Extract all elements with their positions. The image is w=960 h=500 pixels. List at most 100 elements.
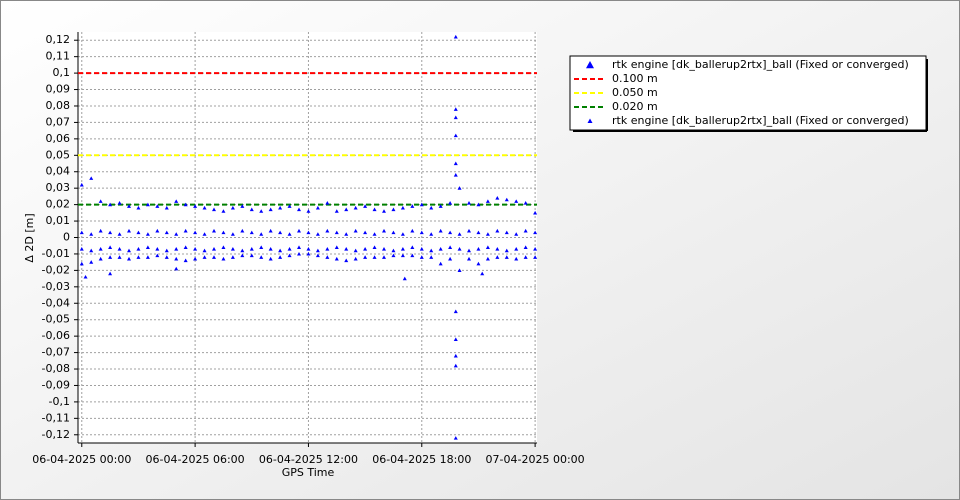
data-point bbox=[363, 255, 368, 259]
data-point bbox=[287, 204, 292, 208]
data-point bbox=[136, 230, 141, 235]
data-point bbox=[448, 245, 453, 249]
data-point bbox=[504, 255, 509, 259]
data-point bbox=[476, 247, 481, 251]
y-tick-label: -0,05 bbox=[42, 313, 70, 326]
data-point bbox=[382, 228, 386, 233]
data-point bbox=[523, 255, 528, 259]
data-point bbox=[145, 245, 150, 249]
data-point bbox=[400, 247, 405, 251]
data-point bbox=[504, 230, 509, 235]
x-axis-label: GPS Time bbox=[282, 466, 335, 479]
data-point bbox=[410, 253, 415, 258]
data-point bbox=[259, 232, 264, 236]
legend-marker bbox=[586, 61, 594, 69]
data-point bbox=[268, 228, 273, 233]
data-point bbox=[353, 248, 358, 253]
data-point bbox=[89, 260, 94, 264]
data-point bbox=[297, 207, 301, 212]
data-point bbox=[514, 199, 519, 203]
data-point bbox=[230, 232, 235, 236]
data-point bbox=[127, 228, 131, 233]
data-point bbox=[240, 204, 245, 208]
data-point bbox=[240, 253, 245, 258]
data-point bbox=[287, 253, 292, 258]
data-point bbox=[453, 34, 458, 39]
data-point bbox=[315, 205, 320, 210]
data-point bbox=[268, 207, 273, 212]
data-point bbox=[259, 255, 264, 259]
data-point bbox=[476, 230, 481, 235]
data-point bbox=[174, 232, 179, 236]
data-point bbox=[382, 247, 386, 251]
data-point bbox=[533, 210, 538, 215]
data-point bbox=[523, 228, 528, 233]
data-point bbox=[249, 253, 254, 258]
data-point bbox=[202, 248, 207, 253]
data-point bbox=[79, 230, 84, 235]
data-point bbox=[325, 247, 330, 251]
data-point bbox=[485, 232, 490, 236]
data-point bbox=[344, 232, 349, 236]
data-point bbox=[480, 271, 485, 276]
y-tick-label: -0,06 bbox=[42, 329, 70, 342]
data-point bbox=[155, 228, 160, 233]
data-point bbox=[485, 245, 490, 249]
data-point bbox=[382, 255, 386, 259]
data-point bbox=[98, 247, 103, 251]
x-tick-label: 06-04-2025 06:00 bbox=[146, 453, 245, 466]
data-point bbox=[79, 261, 84, 266]
data-point bbox=[297, 251, 301, 256]
data-point bbox=[202, 205, 207, 210]
data-point bbox=[98, 256, 103, 261]
legend-marker bbox=[587, 118, 593, 123]
data-point bbox=[79, 182, 84, 187]
y-tick-label: 0,08 bbox=[46, 99, 71, 112]
data-point bbox=[145, 202, 150, 207]
data-point bbox=[523, 245, 528, 249]
y-tick-label: -0,01 bbox=[42, 247, 70, 260]
data-point bbox=[438, 261, 443, 266]
data-point bbox=[410, 228, 415, 233]
data-point bbox=[372, 255, 377, 259]
data-point bbox=[504, 248, 509, 253]
y-tick-label: 0,06 bbox=[46, 132, 71, 145]
data-point bbox=[259, 245, 264, 249]
data-point bbox=[117, 255, 122, 259]
data-point bbox=[202, 232, 207, 236]
data-point bbox=[174, 266, 179, 271]
legend-label: rtk engine [dk_ballerup2rtx]_ball (Fixed… bbox=[612, 114, 909, 127]
data-point bbox=[136, 205, 141, 210]
data-point bbox=[155, 247, 160, 251]
data-point bbox=[429, 255, 434, 259]
data-point bbox=[467, 228, 471, 233]
data-point bbox=[164, 230, 169, 235]
data-point bbox=[453, 115, 458, 120]
data-point bbox=[183, 202, 188, 207]
y-tick-label: 0,09 bbox=[46, 83, 71, 96]
data-point bbox=[453, 309, 458, 314]
legend-label: 0.020 m bbox=[612, 100, 658, 113]
data-point bbox=[306, 247, 311, 251]
data-point bbox=[108, 271, 113, 276]
data-point bbox=[476, 202, 481, 207]
data-point bbox=[89, 176, 94, 180]
data-point bbox=[127, 204, 131, 208]
data-point bbox=[164, 205, 169, 210]
data-point bbox=[523, 200, 528, 205]
data-point bbox=[183, 245, 188, 249]
data-point bbox=[145, 255, 150, 259]
y-tick-label: 0,04 bbox=[46, 165, 71, 178]
data-point bbox=[89, 248, 94, 253]
data-point bbox=[402, 276, 407, 281]
data-point bbox=[315, 248, 320, 253]
legend-label: 0.100 m bbox=[612, 72, 658, 85]
legend-label: rtk engine [dk_ballerup2rtx]_ball (Fixed… bbox=[612, 58, 909, 71]
data-point bbox=[221, 245, 226, 249]
data-point bbox=[98, 199, 103, 203]
data-point bbox=[334, 256, 339, 261]
data-point bbox=[193, 247, 198, 251]
data-point bbox=[495, 247, 500, 251]
data-point bbox=[306, 209, 311, 213]
